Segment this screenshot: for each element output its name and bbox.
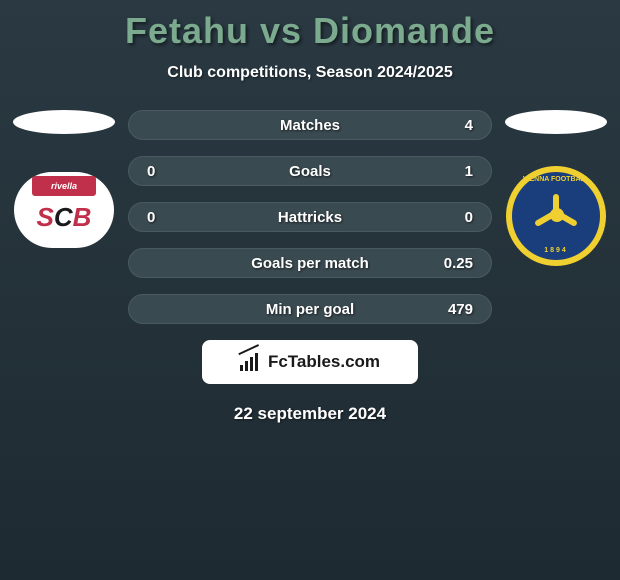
club-badge-right: VIENNA FOOTBALL 1894 xyxy=(506,166,606,266)
player-placeholder-right xyxy=(505,110,607,134)
date-text: 22 september 2024 xyxy=(128,404,492,424)
stat-row-gpm: Goals per match 0.25 xyxy=(128,248,492,278)
scb-banner: rivella xyxy=(32,176,96,196)
stat-left-value: 0 xyxy=(147,163,197,180)
season-subtitle: Club competitions, Season 2024/2025 xyxy=(0,64,620,82)
watermark-badge: FcTables.com xyxy=(202,340,418,384)
stat-label: Goals per match xyxy=(251,255,369,272)
stat-left-value: 0 xyxy=(147,209,197,226)
club-badge-left: rivella SCB xyxy=(14,172,114,248)
stat-row-mpg: Min per goal 479 xyxy=(128,294,492,324)
content-row: rivella SCB Matches 4 0 Goals 1 0 Hattri… xyxy=(0,110,620,424)
stat-right-value: 4 xyxy=(423,117,473,134)
stat-right-value: 479 xyxy=(423,301,473,318)
stat-label: Min per goal xyxy=(266,301,354,318)
left-column: rivella SCB xyxy=(8,110,120,248)
chart-icon xyxy=(240,353,262,371)
stat-right-value: 0.25 xyxy=(423,255,473,272)
watermark-text: FcTables.com xyxy=(268,352,380,372)
comparison-title: Fetahu vs Diomande xyxy=(0,0,620,52)
vienna-bottom-text: 1894 xyxy=(512,247,600,254)
stat-label: Goals xyxy=(289,163,331,180)
stat-row-hattricks: 0 Hattricks 0 xyxy=(128,202,492,232)
scb-logo-text: SCB xyxy=(37,202,92,233)
stat-row-goals: 0 Goals 1 xyxy=(128,156,492,186)
stat-label: Matches xyxy=(280,117,340,134)
stat-row-matches: Matches 4 xyxy=(128,110,492,140)
stat-label: Hattricks xyxy=(278,209,342,226)
right-column: VIENNA FOOTBALL 1894 xyxy=(500,110,612,266)
stat-right-value: 1 xyxy=(423,163,473,180)
stats-column: Matches 4 0 Goals 1 0 Hattricks 0 Goals … xyxy=(120,110,500,424)
player-placeholder-left xyxy=(13,110,115,134)
stat-right-value: 0 xyxy=(423,209,473,226)
